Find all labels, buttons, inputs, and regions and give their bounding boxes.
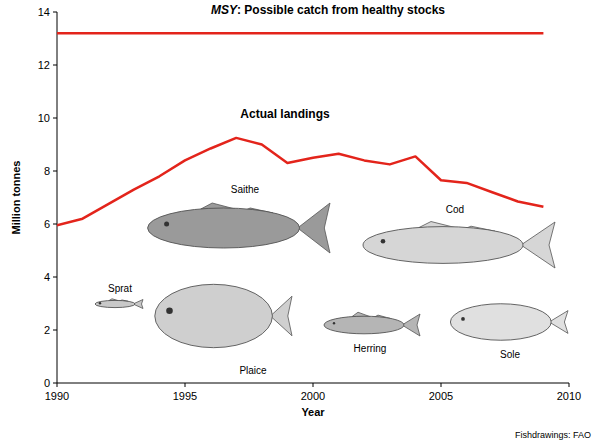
fish-label: Sole: [500, 349, 520, 360]
fish: [95, 299, 143, 309]
fish-tail: [298, 203, 330, 253]
fish-label: Herring: [354, 343, 387, 354]
fish: [324, 312, 420, 336]
fish-body: [450, 304, 551, 340]
fish: [155, 284, 292, 347]
x-tick-label: 1990: [45, 390, 69, 402]
x-tick: [569, 383, 570, 387]
x-tick-label: 2000: [301, 390, 325, 402]
y-tick-label: 10: [38, 112, 50, 124]
fish-body: [155, 284, 273, 347]
y-tick: [53, 330, 57, 331]
y-tick: [53, 277, 57, 278]
y-tick: [53, 383, 57, 384]
series-line: [57, 32, 543, 35]
fish-eye: [164, 222, 169, 227]
x-tick: [57, 383, 58, 387]
fish-tail: [521, 222, 555, 268]
y-tick-label: 8: [44, 165, 50, 177]
fish-label: Plaice: [239, 365, 267, 376]
x-tick-label: 2010: [557, 390, 581, 402]
y-tick-label: 14: [38, 6, 50, 18]
fish-body: [363, 227, 523, 264]
fish-body: [95, 300, 135, 307]
y-tick: [53, 65, 57, 66]
fish-tail: [402, 314, 420, 336]
y-tick: [53, 224, 57, 225]
y-tick-label: 6: [44, 218, 50, 230]
x-tick-label: 1995: [173, 390, 197, 402]
fish-tail: [549, 311, 568, 334]
y-tick: [53, 171, 57, 172]
y-tick-label: 0: [44, 377, 50, 389]
y-axis-title: Million tonnes: [10, 161, 22, 235]
fish-label: Sprat: [108, 283, 132, 294]
source: Fishdrawings: FAO: [515, 430, 591, 440]
series-label-part: MSY: [211, 3, 238, 17]
y-tick-label: 12: [38, 59, 50, 71]
lines: [57, 33, 543, 225]
fish: [148, 203, 330, 253]
x-tick: [185, 383, 186, 387]
fish-eye: [461, 317, 465, 321]
series-label: Actual landings: [240, 107, 330, 121]
fish-label: Saithe: [231, 184, 260, 195]
x-tick: [313, 383, 314, 387]
fish-eye: [381, 239, 386, 244]
y-tick: [53, 118, 57, 119]
fish-label: Cod: [446, 204, 464, 215]
x-tick: [441, 383, 442, 387]
fish-body: [148, 208, 300, 248]
fish-drawings: [95, 203, 568, 348]
fish-tail: [270, 296, 292, 336]
chart: 0 2 4 6 8 10 12 14 1990 1995 2000 2005 2010 Year Milli…: [0, 0, 599, 444]
series-line: [57, 138, 543, 225]
fish: [450, 304, 568, 340]
fish-eye: [166, 307, 173, 314]
series-label: MSY: Possible catch from healthy stocks: [211, 3, 445, 17]
fish: [363, 222, 555, 268]
y-tick-label: 4: [44, 271, 50, 283]
x-tick-label: 2005: [429, 390, 453, 402]
y-axis: [57, 12, 58, 383]
series-label-part: : Possible catch from healthy stocks: [237, 3, 445, 17]
fish-eye: [99, 302, 101, 304]
y-tick: [53, 12, 57, 13]
fish-eye: [333, 322, 335, 324]
x-axis-title: Year: [301, 406, 325, 418]
fish-body: [324, 316, 404, 334]
y-tick-label: 2: [44, 324, 50, 336]
